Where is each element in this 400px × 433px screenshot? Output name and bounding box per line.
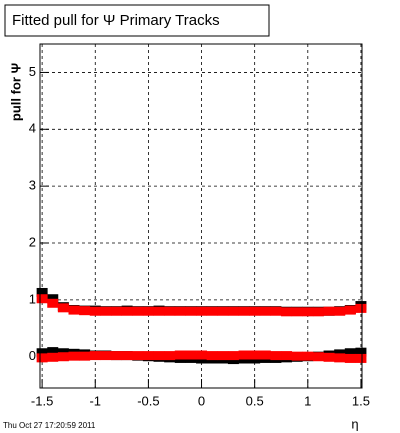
marker [164, 351, 176, 361]
marker [79, 306, 91, 316]
marker [355, 303, 367, 313]
marker [196, 350, 208, 360]
x-tick-label: -0.5 [137, 393, 159, 408]
timestamp: Thu Oct 27 17:20:59 2011 [3, 421, 96, 430]
marker [100, 351, 112, 361]
marker [270, 351, 282, 361]
marker [174, 350, 186, 360]
marker [132, 306, 144, 316]
marker [142, 351, 154, 361]
x-tick-label: -1 [89, 393, 101, 408]
plot-border [39, 43, 363, 389]
marker [334, 353, 346, 363]
marker [227, 351, 239, 361]
marker [68, 305, 80, 315]
marker [344, 348, 356, 358]
marker [312, 352, 324, 362]
marker [312, 307, 324, 317]
marker [121, 306, 133, 316]
marker [259, 350, 271, 360]
marker [47, 347, 59, 357]
marker [89, 351, 101, 361]
marker [68, 351, 80, 361]
marker [344, 305, 356, 315]
x-tick-label: 1.5 [352, 393, 370, 408]
marker [206, 351, 218, 361]
marker [196, 306, 208, 316]
marker [111, 351, 123, 361]
marker [153, 351, 165, 361]
marker [355, 347, 367, 357]
marker [36, 287, 48, 297]
x-tick-label: 0.5 [246, 393, 264, 408]
plot-frame [39, 43, 363, 389]
marker [121, 351, 133, 361]
marker [238, 350, 250, 360]
marker [47, 294, 59, 304]
marker [57, 303, 69, 313]
marker [281, 351, 293, 361]
marker [47, 352, 59, 362]
marker [238, 306, 250, 316]
x-tick-label: 0 [198, 393, 205, 408]
marker [47, 298, 59, 308]
marker [36, 353, 48, 363]
marker [36, 348, 48, 358]
marker [302, 351, 314, 361]
marker [227, 306, 239, 316]
marker [132, 351, 144, 361]
chart-title: Fitted pull for Ψ Primary Tracks [12, 12, 220, 29]
marker [111, 306, 123, 316]
y-tick-label: 3 [29, 178, 36, 193]
y-tick-label: 1 [29, 291, 36, 306]
marker [302, 307, 314, 317]
marker [206, 306, 218, 316]
marker [164, 306, 176, 316]
marker [174, 306, 186, 316]
marker [36, 294, 48, 304]
y-tick-label: 4 [29, 121, 36, 136]
marker [153, 306, 165, 316]
marker [89, 306, 101, 316]
marker [259, 306, 271, 316]
marker [291, 307, 303, 317]
marker [185, 306, 197, 316]
marker [249, 350, 261, 360]
marker [217, 306, 229, 316]
marker [355, 353, 367, 363]
marker [79, 351, 91, 361]
marker [323, 352, 335, 362]
y-tick-label: 2 [29, 234, 36, 249]
y-axis-label: pull for Ψ [8, 63, 23, 121]
marker [281, 307, 293, 317]
title-box [4, 4, 270, 37]
x-tick-label: -1.5 [31, 393, 53, 408]
marker [185, 350, 197, 360]
marker [291, 351, 303, 361]
marker [142, 306, 154, 316]
marker [323, 306, 335, 316]
marker [334, 306, 346, 316]
x-tick-label: 1 [304, 393, 311, 408]
marker [57, 352, 69, 362]
marker [217, 351, 229, 361]
x-axis-label: η [351, 416, 358, 431]
y-tick-label: 0 [29, 348, 36, 363]
marker [100, 306, 112, 316]
marker [344, 353, 356, 363]
marker [270, 306, 282, 316]
marker [249, 306, 261, 316]
y-tick-label: 5 [29, 64, 36, 79]
